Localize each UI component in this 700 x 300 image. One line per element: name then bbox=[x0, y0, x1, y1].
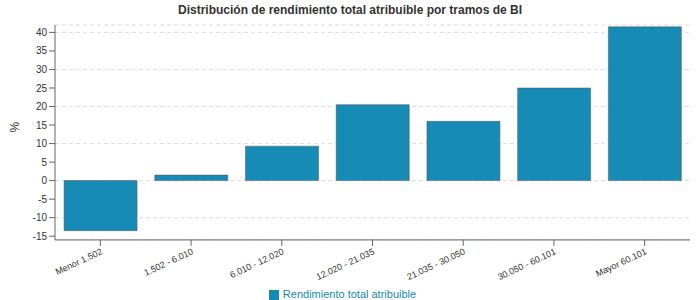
svg-text:20: 20 bbox=[36, 101, 48, 112]
svg-text:6.010 - 12.020: 6.010 - 12.020 bbox=[228, 246, 285, 280]
svg-text:30.050 - 60.101: 30.050 - 60.101 bbox=[496, 246, 557, 282]
svg-text:35: 35 bbox=[36, 45, 48, 56]
svg-text:15: 15 bbox=[36, 120, 48, 131]
svg-text:1.502 - 6.010: 1.502 - 6.010 bbox=[142, 246, 194, 277]
svg-text:21.035 - 30.050: 21.035 - 30.050 bbox=[405, 246, 466, 282]
svg-text:25: 25 bbox=[36, 83, 48, 94]
svg-text:0: 0 bbox=[41, 175, 47, 186]
svg-text:30: 30 bbox=[36, 64, 48, 75]
html-text:Distribución de rendimiento to: Distribución de rendimiento total atribu… bbox=[178, 3, 522, 17]
svg-text:-5: -5 bbox=[38, 194, 47, 205]
svg-text:Mayor 60.101: Mayor 60.101 bbox=[594, 246, 648, 278]
svg-text:5: 5 bbox=[41, 157, 47, 168]
html-text:Rendimiento total atribuible: Rendimiento total atribuible bbox=[282, 287, 417, 300]
svg-text:Menor 1.502: Menor 1.502 bbox=[54, 246, 104, 276]
svg-text:%: % bbox=[8, 121, 22, 132]
svg-text:12.020 - 21.035: 12.020 - 21.035 bbox=[315, 246, 376, 282]
svg-text:-10: -10 bbox=[33, 212, 48, 223]
svg-text:10: 10 bbox=[36, 138, 48, 149]
svg-text:-15: -15 bbox=[33, 231, 48, 242]
svg-text:40: 40 bbox=[36, 27, 48, 38]
